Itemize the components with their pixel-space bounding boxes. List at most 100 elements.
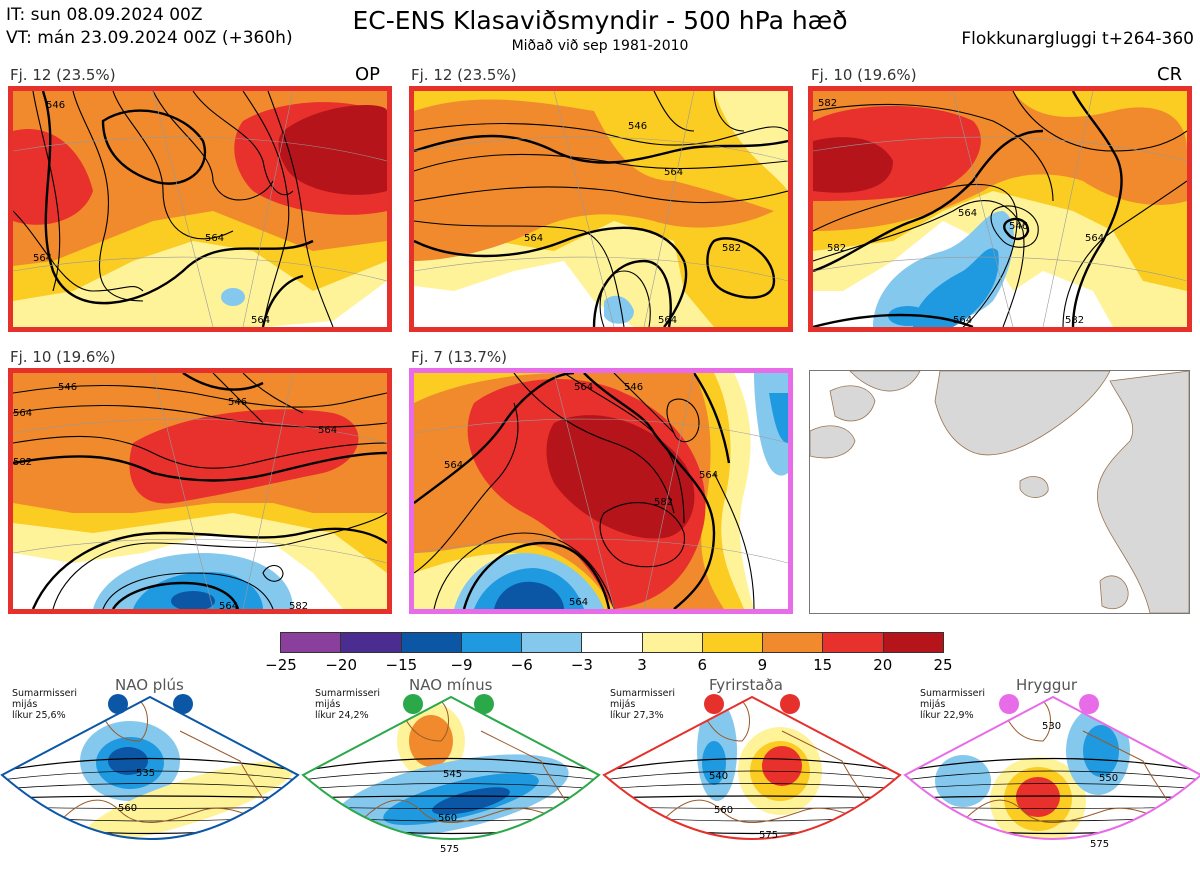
valid-time: VT: mán 23.09.2024 00Z (+360h) bbox=[6, 28, 293, 48]
regime-marker bbox=[474, 694, 494, 714]
colorbar-tick-label: −25 bbox=[265, 656, 297, 674]
colorbar bbox=[280, 632, 944, 653]
header-times: IT: sun 08.09.2024 00Z VT: mán 23.09.202… bbox=[6, 4, 293, 50]
regime-map: 530 550 575 bbox=[903, 694, 1200, 850]
regime-stat-line: mijás bbox=[12, 699, 38, 710]
contour-label: 564 bbox=[33, 253, 52, 264]
contour-label: 546 bbox=[58, 382, 77, 393]
regime-marker bbox=[704, 694, 724, 714]
cluster-map-panel-5[interactable]: 564 564 546 564 582 564 bbox=[409, 368, 793, 614]
regime-stat-line: Sumarmisseri bbox=[12, 688, 78, 699]
colorbar-tick-label: −9 bbox=[450, 656, 473, 674]
contour-label: 564 bbox=[444, 460, 463, 471]
cluster-map-panel-4[interactable]: 546 546 564 564 582 564 582 bbox=[8, 368, 392, 614]
regime-marker bbox=[999, 694, 1019, 714]
regime-stats: Sumarmisseri mijás líkur 27,3% bbox=[610, 688, 675, 721]
contour-label: 564 bbox=[664, 167, 683, 178]
contour-label: 564 bbox=[205, 233, 224, 244]
contour-label: 564 bbox=[318, 425, 337, 436]
regime-stat-line: líkur 22,9% bbox=[920, 710, 974, 721]
contour-label: 564 bbox=[13, 408, 32, 419]
regime-contour-label: 560 bbox=[714, 805, 733, 816]
colorbar-swatch bbox=[702, 633, 764, 652]
colorbar-tick-label: 9 bbox=[757, 656, 768, 674]
regime-marker bbox=[108, 694, 128, 714]
colorbar-swatch bbox=[883, 633, 943, 652]
contour-label: 564 bbox=[953, 315, 972, 326]
contour-label: 582 bbox=[1065, 315, 1084, 326]
contour-label: 564 bbox=[569, 597, 588, 608]
contour-label: 546 bbox=[46, 100, 65, 111]
panel-4-label: Fj. 10 (19.6%) bbox=[10, 348, 116, 366]
regime-contour-label: 550 bbox=[1099, 773, 1118, 784]
regime-contour-label: 560 bbox=[118, 803, 137, 814]
contour-label: 564 bbox=[524, 233, 543, 244]
regime-stats: Sumarmisseri mijás líkur 24,2% bbox=[315, 688, 380, 721]
regime-contour-label: 540 bbox=[709, 771, 728, 782]
regime-stat-line: mijás bbox=[920, 699, 946, 710]
regime-stat-line: Sumarmisseri bbox=[920, 688, 986, 699]
page-title: EC-ENS Klasaviðsmyndir - 500 hPa hæð bbox=[352, 6, 848, 35]
regime-contour-label: 575 bbox=[440, 844, 459, 855]
colorbar-tick-label: 20 bbox=[873, 656, 893, 674]
colorbar-tick-label: −6 bbox=[510, 656, 533, 674]
page-subtitle: Miðað við sep 1981-2010 bbox=[511, 38, 689, 54]
regime-marker bbox=[780, 694, 800, 714]
regime-title: NAO plús bbox=[115, 676, 184, 694]
colorbar-tick-label: −3 bbox=[570, 656, 593, 674]
cluster-map-panel-2[interactable]: 546 564 564 582 564 bbox=[409, 86, 793, 332]
regime-contour-label: 530 bbox=[1042, 721, 1061, 732]
regime-contour-label: 575 bbox=[1090, 839, 1109, 850]
colorbar-tick-label: 6 bbox=[697, 656, 708, 674]
colorbar-tick-label: 3 bbox=[637, 656, 647, 674]
contour-label: 546 bbox=[1009, 221, 1028, 232]
reference-domain-map bbox=[809, 370, 1190, 614]
panel-1-tag: OP bbox=[355, 64, 381, 85]
contour-label: 564 bbox=[574, 382, 593, 393]
regime-stat-line: Sumarmisseri bbox=[610, 688, 676, 699]
colorbar-tick-label: 25 bbox=[933, 656, 953, 674]
contour-label: 546 bbox=[624, 382, 643, 393]
regime-marker bbox=[1079, 694, 1099, 714]
colorbar-swatch bbox=[461, 633, 523, 652]
regime-contour-label: 545 bbox=[443, 769, 462, 780]
classification-window: Flokkunargluggi t+264-360 bbox=[961, 29, 1194, 49]
colorbar-swatch bbox=[401, 633, 462, 652]
regime-map: 545 560 575 bbox=[301, 694, 601, 855]
regime-stat-line: mijás bbox=[315, 699, 341, 710]
cluster-map-panel-1[interactable]: 546 564 564 564 bbox=[8, 86, 392, 332]
contour-label: 564 bbox=[219, 601, 238, 609]
contour-label: 564 bbox=[958, 208, 977, 219]
contour-label: 582 bbox=[827, 243, 846, 254]
panel-5-label: Fj. 7 (13.7%) bbox=[411, 348, 507, 366]
init-time: IT: sun 08.09.2024 00Z bbox=[6, 5, 203, 25]
contour-label: 546 bbox=[228, 397, 247, 408]
contour-label: 582 bbox=[289, 601, 308, 609]
regime-stat-line: líkur 25,6% bbox=[12, 710, 66, 721]
regime-title: NAO mínus bbox=[409, 676, 493, 694]
colorbar-swatch bbox=[642, 633, 703, 652]
panel-3-tag: CR bbox=[1157, 64, 1183, 85]
contour-label: 564 bbox=[251, 315, 270, 326]
regime-stats: Sumarmisseri mijás líkur 22,9% bbox=[920, 688, 985, 721]
regime-title: Hryggur bbox=[1016, 676, 1078, 694]
contour-label: 564 bbox=[699, 470, 718, 481]
colorbar-swatch bbox=[582, 633, 643, 652]
regime-marker bbox=[173, 694, 193, 714]
regime-map: 540 560 575 bbox=[602, 694, 902, 841]
regime-stat-line: líkur 24,2% bbox=[315, 710, 369, 721]
regime-stat-line: líkur 27,3% bbox=[610, 710, 664, 721]
regime-stat-line: mijás bbox=[610, 699, 636, 710]
regime-stat-line: Sumarmisseri bbox=[315, 688, 381, 699]
contour-label: 582 bbox=[722, 243, 741, 254]
colorbar-swatch bbox=[522, 633, 583, 652]
colorbar-tick-label: −15 bbox=[385, 656, 418, 674]
cluster-map-panel-3[interactable]: 582 564 546 582 564 564 582 bbox=[808, 86, 1192, 332]
regime-contour-label: 560 bbox=[438, 813, 457, 824]
colorbar-swatch bbox=[823, 633, 884, 652]
regime-contour-label: 535 bbox=[136, 768, 155, 779]
colorbar-swatch bbox=[281, 633, 342, 652]
panel-3-label: Fj. 10 (19.6%) bbox=[811, 66, 917, 84]
contour-label: 564 bbox=[1085, 233, 1104, 244]
regime-contour-label: 575 bbox=[759, 830, 778, 841]
